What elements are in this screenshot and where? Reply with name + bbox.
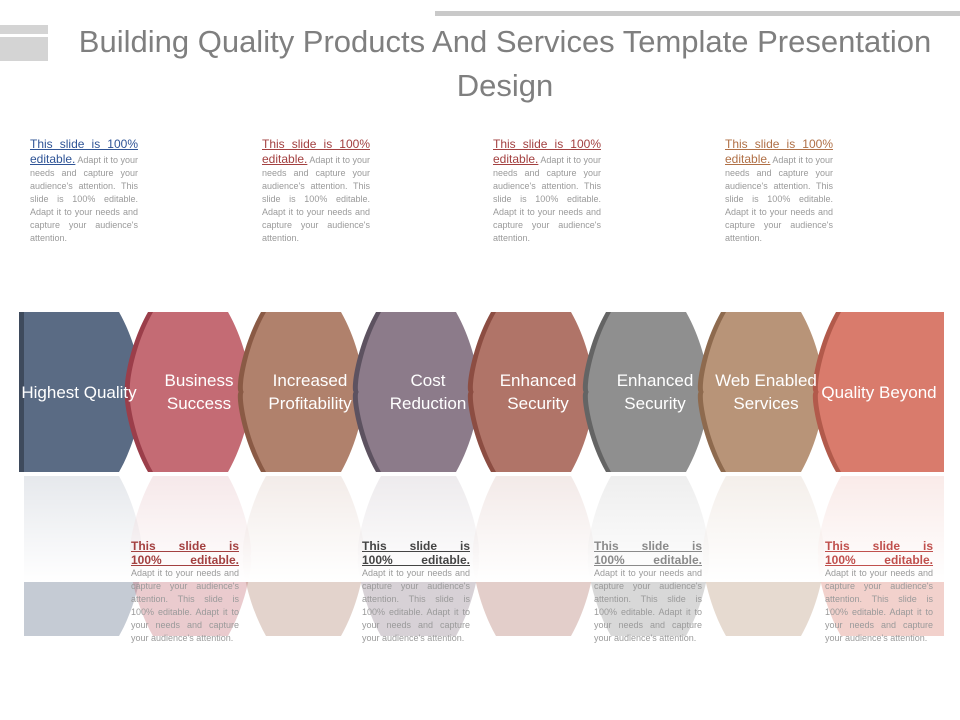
top-note-4: This slide is 100% editable. Adapt it to… [725,137,833,245]
step-8-shape [817,312,944,472]
step-5-label: Enhanced Security [499,371,577,413]
step-5-shape [472,312,595,472]
step-4-label: Cost Reduction [389,371,467,413]
top-note-1: This slide is 100% editable. Adapt it to… [30,137,138,245]
step-8-label: Quality Beyond [821,382,937,402]
step-3-shape [242,312,365,472]
step-1-label: Highest Quality [21,382,137,402]
step-1-shape [24,312,143,472]
bottom-note-1: This slide is 100% editable. Adapt it to… [131,539,239,645]
bottom-note-3-body: Adapt it to your needs and capture your … [594,568,702,643]
top-note-2-body: Adapt it to your needs and capture your … [262,155,370,243]
top-note-3-lead: This slide is 100% editable. [493,137,601,166]
top-note-1-lead: This slide is 100% editable. [30,137,138,166]
bottom-note-3: This slide is 100% editable. Adapt it to… [594,539,702,645]
bottom-note-4-lead-b: 100% editable. [825,553,933,567]
top-note-2: This slide is 100% editable. Adapt it to… [262,137,370,245]
step-2-label: Business Success [164,371,234,413]
corner-decoration-left [0,25,48,61]
bottom-note-2-lead-a: This slide is [362,539,470,553]
step-4-shape [357,312,480,472]
step-7-label: Web Enabled Services [715,371,817,413]
step-7-shape [702,312,825,472]
bottom-note-1-lead-b: 100% editable. [131,553,239,567]
step-shapes [19,312,944,472]
bottom-note-2-body: Adapt it to your needs and capture your … [362,568,470,643]
top-note-4-lead: This slide is 100% editable. [725,137,833,166]
top-note-1-body: Adapt it to your needs and capture your … [30,155,138,243]
bottom-note-4: This slide is 100% editable. Adapt it to… [825,539,933,645]
bottom-note-3-lead-b: 100% editable. [594,553,702,567]
slide-title: Building Quality Products And Services T… [78,24,932,103]
bottom-note-1-lead-a: This slide is [131,539,239,553]
reflection-fade [0,472,960,582]
top-note-2-lead: This slide is 100% editable. [262,137,370,166]
bottom-note-4-body: Adapt it to your needs and capture your … [825,568,933,643]
bottom-note-1-body: Adapt it to your needs and capture your … [131,568,239,643]
corner-decoration-right [435,11,960,16]
bottom-note-2: This slide is 100% editable. Adapt it to… [362,539,470,645]
bottom-note-4-lead-a: This slide is [825,539,933,553]
top-note-3-body: Adapt it to your needs and capture your … [493,155,601,243]
step-6-label: Enhanced Security [616,371,694,413]
step-2-shape [129,312,252,472]
top-note-4-body: Adapt it to your needs and capture your … [725,155,833,243]
top-note-3: This slide is 100% editable. Adapt it to… [493,137,601,245]
step-3-label: Increased Profitability [268,371,352,413]
bottom-note-2-lead-b: 100% editable. [362,553,470,567]
bottom-note-3-lead-a: This slide is [594,539,702,553]
step-6-shape [587,312,710,472]
